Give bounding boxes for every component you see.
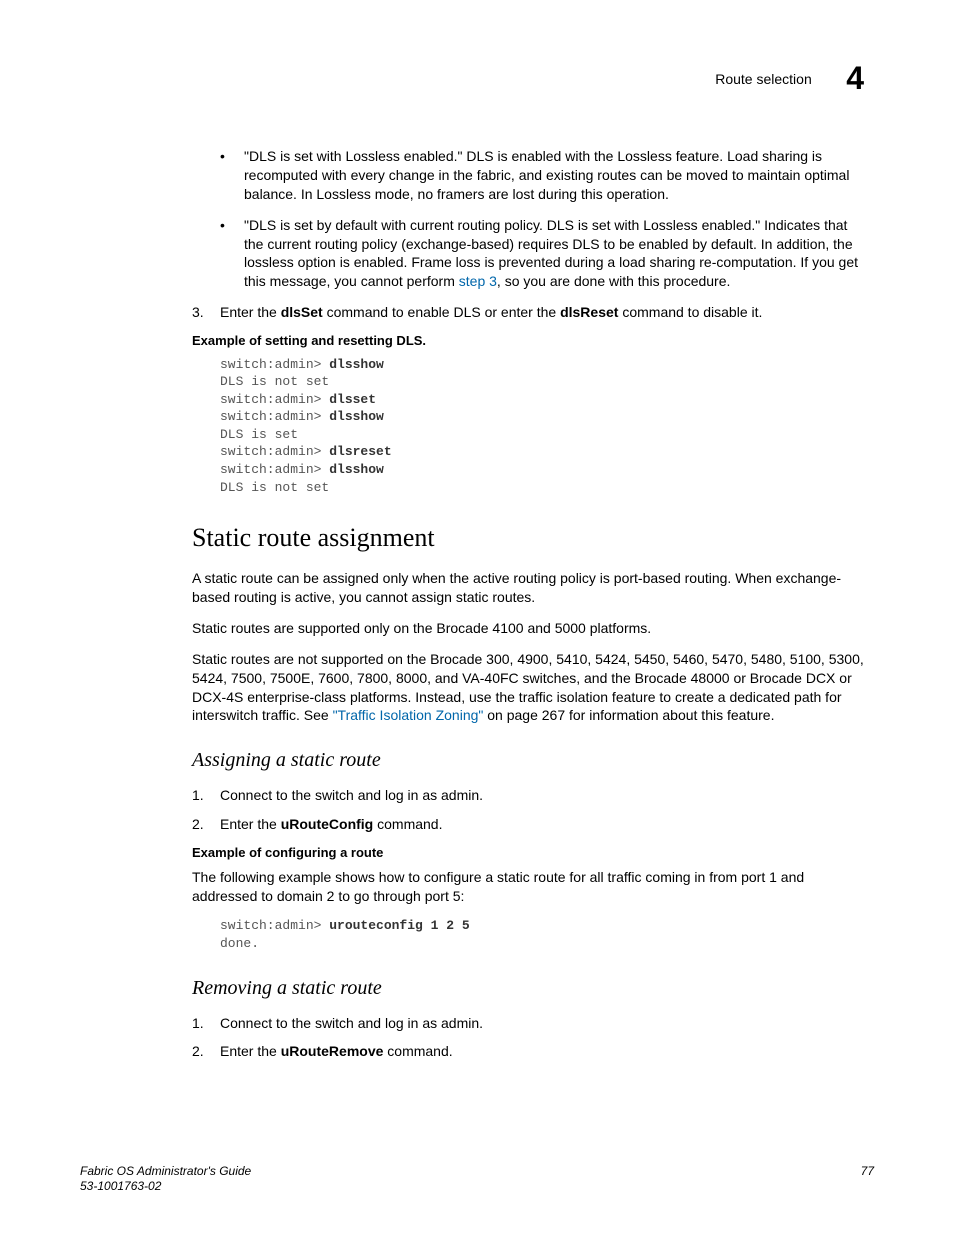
chapter-number: 4 (846, 60, 864, 97)
code-cmd: dlsshow (329, 409, 384, 424)
example-label: Example of configuring a route (192, 844, 864, 862)
step3-link[interactable]: step 3 (459, 273, 497, 289)
bullet-text: "DLS is set with Lossless enabled." DLS … (244, 147, 864, 204)
step-text: Connect to the switch and log in as admi… (220, 1014, 864, 1033)
command-urouteconfig: uRouteConfig (281, 816, 374, 832)
code-output: DLS is not set (220, 480, 329, 495)
heading-removing: Removing a static route (192, 975, 864, 1002)
bullet-marker: • (220, 216, 244, 292)
code-prompt: switch:admin> (220, 357, 329, 372)
paragraph: Static routes are not supported on the B… (192, 650, 864, 726)
command-dlsreset: dlsReset (560, 304, 618, 320)
remove-step-2: 2. Enter the uRouteRemove command. (192, 1042, 864, 1061)
header-title: Route selection (715, 71, 812, 87)
step-text: Connect to the switch and log in as admi… (220, 786, 864, 805)
step-text: Enter the uRouteConfig command. (220, 815, 864, 834)
step-number: 1. (192, 1014, 220, 1033)
step-text: Enter the dlsSet command to enable DLS o… (220, 303, 864, 322)
command-dlsset: dlsSet (281, 304, 323, 320)
text-part: Enter the (220, 1043, 281, 1059)
main-content: • "DLS is set with Lossless enabled." DL… (220, 147, 864, 1061)
assign-step-1: 1. Connect to the switch and log in as a… (192, 786, 864, 805)
paragraph: Static routes are supported only on the … (192, 619, 864, 638)
footer-left: Fabric OS Administrator's Guide 53-10017… (80, 1164, 251, 1195)
footer-guide-name: Fabric OS Administrator's Guide (80, 1164, 251, 1180)
example-label: Example of setting and resetting DLS. (192, 332, 864, 350)
bullet-text: "DLS is set by default with current rout… (244, 216, 864, 292)
footer-doc-id: 53-1001763-02 (80, 1179, 251, 1195)
code-prompt: switch:admin> (220, 444, 329, 459)
heading-assigning: Assigning a static route (192, 747, 864, 774)
step-number: 3. (192, 303, 220, 322)
code-cmd: dlsshow (329, 357, 384, 372)
step-text: Enter the uRouteRemove command. (220, 1042, 864, 1061)
remove-step-1: 1. Connect to the switch and log in as a… (192, 1014, 864, 1033)
code-block-uroute: switch:admin> urouteconfig 1 2 5 done. (220, 917, 864, 952)
step-number: 2. (192, 1042, 220, 1061)
step-3: 3. Enter the dlsSet command to enable DL… (192, 303, 864, 322)
code-cmd: dlsreset (329, 444, 391, 459)
bullet-text-tail: , so you are done with this procedure. (497, 273, 730, 289)
code-cmd: dlsshow (329, 462, 384, 477)
footer-page-number: 77 (861, 1164, 874, 1195)
paragraph: A static route can be assigned only when… (192, 569, 864, 607)
text-part: command to enable DLS or enter the (323, 304, 560, 320)
command-urouteremove: uRouteRemove (281, 1043, 384, 1059)
code-output: done. (220, 936, 259, 951)
bullet-marker: • (220, 147, 244, 204)
page-footer: Fabric OS Administrator's Guide 53-10017… (80, 1164, 874, 1195)
text-part: command to disable it. (618, 304, 762, 320)
page: Route selection 4 • "DLS is set with Los… (0, 0, 954, 1235)
code-cmd: urouteconfig 1 2 5 (329, 918, 469, 933)
assign-step-2: 2. Enter the uRouteConfig command. (192, 815, 864, 834)
code-prompt: switch:admin> (220, 392, 329, 407)
bullet-item: • "DLS is set with Lossless enabled." DL… (220, 147, 864, 204)
step-number: 1. (192, 786, 220, 805)
text-part: command. (383, 1043, 452, 1059)
code-output: DLS is not set (220, 374, 329, 389)
bullet-item: • "DLS is set by default with current ro… (220, 216, 864, 292)
step-number: 2. (192, 815, 220, 834)
code-prompt: switch:admin> (220, 918, 329, 933)
paragraph: The following example shows how to confi… (192, 868, 864, 906)
traffic-isolation-link[interactable]: "Traffic Isolation Zoning" (333, 707, 484, 723)
text-part: Enter the (220, 304, 281, 320)
page-header: Route selection 4 (80, 60, 874, 97)
code-prompt: switch:admin> (220, 462, 329, 477)
code-output: DLS is set (220, 427, 298, 442)
code-cmd: dlsset (329, 392, 376, 407)
text-part: Enter the (220, 816, 281, 832)
text-part: on page 267 for information about this f… (483, 707, 774, 723)
code-prompt: switch:admin> (220, 409, 329, 424)
heading-static-route: Static route assignment (192, 520, 864, 555)
code-block-dls: switch:admin> dlsshow DLS is not set swi… (220, 356, 864, 496)
text-part: command. (373, 816, 442, 832)
